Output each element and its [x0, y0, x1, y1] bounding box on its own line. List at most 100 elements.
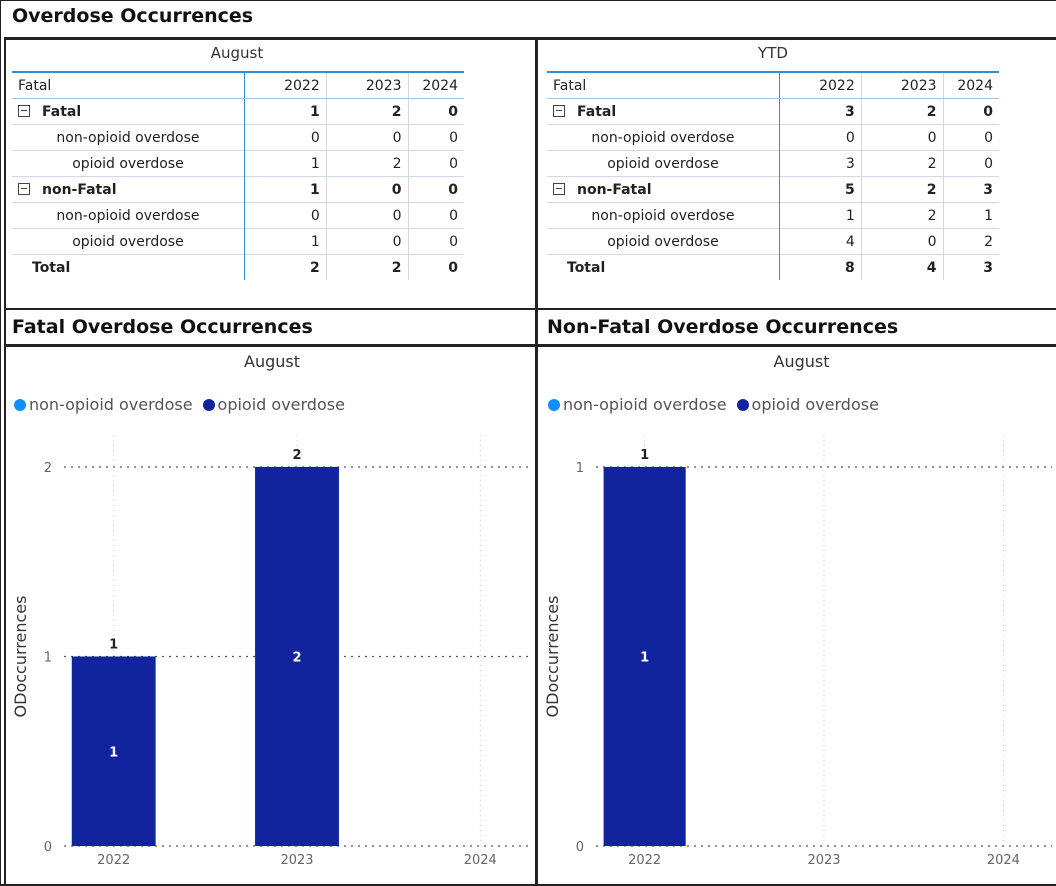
matrix-child-label: non-opioid overdose	[547, 202, 780, 229]
y-axis-title: ODoccurrences	[543, 596, 562, 718]
fatal-chart-header: Fatal Overdose Occurrences	[12, 316, 313, 338]
matrix-cell: 0	[942, 150, 999, 177]
section-divider	[4, 308, 1056, 310]
collapse-icon[interactable]	[553, 104, 565, 117]
matrix-cell: 1	[243, 228, 327, 255]
y-tick-label: 2	[44, 461, 52, 476]
matrix-cell: 3	[942, 176, 999, 203]
fatal-chart-title: August	[244, 352, 300, 371]
matrix-total-cell: 2	[243, 254, 327, 280]
matrix-total-label: Total	[547, 254, 780, 280]
matrix-cell: 3	[778, 98, 862, 125]
matrix-cell: 2	[860, 202, 944, 229]
collapse-icon[interactable]	[553, 182, 565, 195]
matrix-child-label: opioid overdose	[12, 228, 245, 255]
matrix-cell: 0	[407, 202, 464, 229]
matrix-column-header[interactable]: 2023	[325, 71, 409, 99]
matrix-cell: 0	[942, 98, 999, 125]
matrix-cell: 1	[942, 202, 999, 229]
matrix-cell: 1	[778, 202, 862, 229]
legend-item-opioid[interactable]: opioid overdose	[202, 395, 345, 414]
matrix-group-label: non-Fatal	[42, 181, 117, 198]
matrix-child-row: non-opioid overdose 1 2 1	[547, 202, 999, 229]
legend-item-opioid[interactable]: opioid overdose	[736, 395, 879, 414]
matrix-ytd-title: YTD	[758, 44, 788, 62]
matrix-group-label: non-Fatal	[577, 181, 652, 198]
matrix-column-header[interactable]: 2024	[942, 71, 999, 99]
legend-label-non-opioid: non-opioid overdose	[563, 395, 727, 414]
matrix-column-header[interactable]: 2024	[407, 71, 464, 99]
frame-top-line	[0, 0, 1056, 1]
legend-dot-opioid	[202, 399, 215, 411]
matrix-child-row: non-opioid overdose 0 0 0	[547, 124, 999, 151]
matrix-cell: 0	[860, 124, 944, 151]
x-tick-label: 2022	[97, 853, 130, 868]
collapse-icon[interactable]	[18, 104, 30, 117]
matrix-cell: 0	[407, 124, 464, 151]
matrix-cell: 0	[860, 228, 944, 255]
chart-header-divider	[4, 344, 1056, 347]
legend-label-opioid: opioid overdose	[751, 395, 879, 414]
matrix-child-row: opioid overdose 1 0 0	[12, 228, 464, 255]
matrix-child-row: non-opioid overdose 0 0 0	[12, 124, 464, 151]
matrix-total-row: Total 2 2 0	[12, 254, 464, 280]
matrix-cell: 0	[325, 202, 409, 229]
y-tick-label: 1	[576, 461, 584, 476]
nonfatal-chart-header: Non-Fatal Overdose Occurrences	[547, 316, 899, 338]
matrix-cell: 1	[243, 98, 327, 125]
matrix-cell: 2	[325, 98, 409, 125]
nonfatal-chart-title: August	[773, 352, 830, 371]
collapse-icon[interactable]	[18, 182, 30, 195]
matrix-cell: 0	[778, 124, 862, 151]
matrix-cell: 1	[243, 176, 327, 203]
x-tick-label: 2023	[807, 853, 840, 868]
bar-total-label: 1	[640, 448, 649, 463]
matrix-total-cell: 0	[407, 254, 464, 280]
page-title: Overdose Occurrences	[12, 5, 254, 27]
matrix-total-label: Total	[12, 254, 245, 280]
matrix-child-label: non-opioid overdose	[12, 202, 245, 229]
y-tick-label: 0	[576, 840, 584, 855]
bar-data-label: 1	[109, 745, 118, 760]
fatal-overdose-chart: ODoccurrences 0 1 2 1 1 2022 2 2 2023 2024	[11, 435, 530, 868]
legend-item-non-opioid[interactable]: non-opioid overdose	[548, 395, 727, 414]
legend-item-non-opioid[interactable]: non-opioid overdose	[14, 395, 193, 414]
legend-dot-opioid	[736, 399, 749, 411]
matrix-child-row: non-opioid overdose 0 0 0	[12, 202, 464, 229]
matrix-cell: 3	[778, 150, 862, 177]
matrix-group-label: Fatal	[577, 103, 617, 120]
frame-inner-left	[4, 37, 6, 886]
matrix-column-header[interactable]: 2022	[243, 71, 327, 99]
x-tick-label: 2023	[280, 853, 313, 868]
matrix-child-row: opioid overdose 1 2 0	[12, 150, 464, 177]
y-axis-title: ODoccurrences	[11, 596, 30, 718]
matrix-child-label: opioid overdose	[547, 228, 780, 255]
matrix-group-row: non-Fatal 1 0 0	[12, 176, 464, 203]
matrix-cell: 0	[325, 228, 409, 255]
x-tick-label: 2024	[464, 853, 497, 868]
matrix-cell: 0	[243, 202, 327, 229]
matrix-column-header[interactable]: 2023	[860, 71, 944, 99]
matrix-cell: 4	[778, 228, 862, 255]
x-tick-label: 2022	[628, 853, 661, 868]
vertical-divider	[535, 37, 538, 886]
matrix-total-row: Total 8 4 3	[547, 254, 999, 280]
fatal-chart-legend: non-opioid overdose opioid overdose	[14, 395, 355, 414]
nonfatal-overdose-chart: ODoccurrences 0 1 1 1 2022 2023 2024	[543, 435, 1052, 868]
matrix-child-label: non-opioid overdose	[12, 124, 245, 151]
matrix-august-title: August	[210, 44, 264, 62]
frame-bottom-line	[0, 884, 1056, 886]
bar-opioid-overdose	[71, 656, 156, 846]
frame-left-line	[0, 0, 1, 886]
matrix-cell: 2	[860, 176, 944, 203]
matrix-cell: 0	[325, 176, 409, 203]
nonfatal-chart-legend: non-opioid overdose opioid overdose	[548, 395, 889, 414]
y-tick-label: 1	[44, 651, 52, 666]
matrix-cell: 0	[407, 228, 464, 255]
matrix-column-header[interactable]: 2022	[778, 71, 862, 99]
matrix-cell: 5	[778, 176, 862, 203]
matrix-group-row: non-Fatal 5 2 3	[547, 176, 999, 203]
bar-data-label: 2	[292, 651, 301, 666]
matrix-cell: 2	[860, 150, 944, 177]
bar-opioid-overdose	[255, 467, 339, 846]
